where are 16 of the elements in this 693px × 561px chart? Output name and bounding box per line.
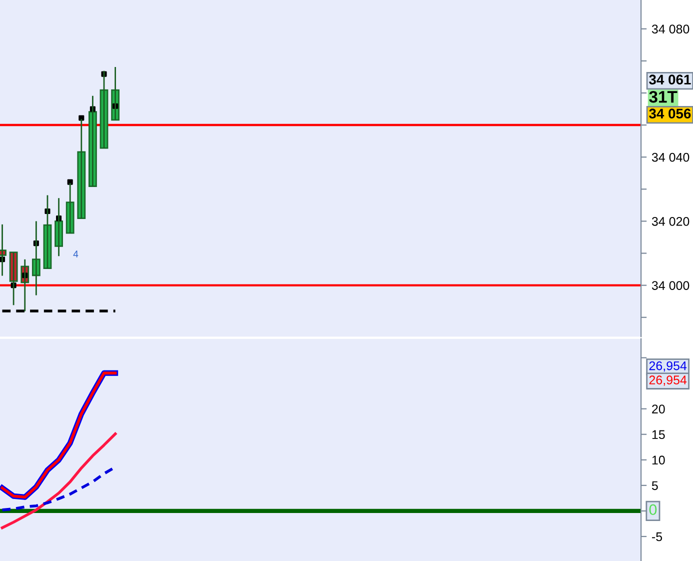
y-tick-label: 34 080 [652,24,690,34]
y-tick-label: 15 [652,430,665,439]
text: 34 061 [649,74,691,85]
text: 34 056 [649,108,691,119]
text: 26,954 [649,361,687,372]
y-tick-label: 20 [652,404,665,414]
annotation: 4 [73,250,78,258]
y-tick-label: 34 020 [652,216,690,226]
y-tick-label: 34 040 [652,152,690,162]
y-tick-label: 10 [652,456,665,465]
y-tick-label: -5 [652,532,662,542]
y-tick-label: 5 [652,481,658,490]
text: 31T [649,90,678,103]
text: 26,954 [649,376,687,386]
ref-line-label: 0 [649,504,657,516]
y-tick-label: 34 000 [652,281,690,290]
